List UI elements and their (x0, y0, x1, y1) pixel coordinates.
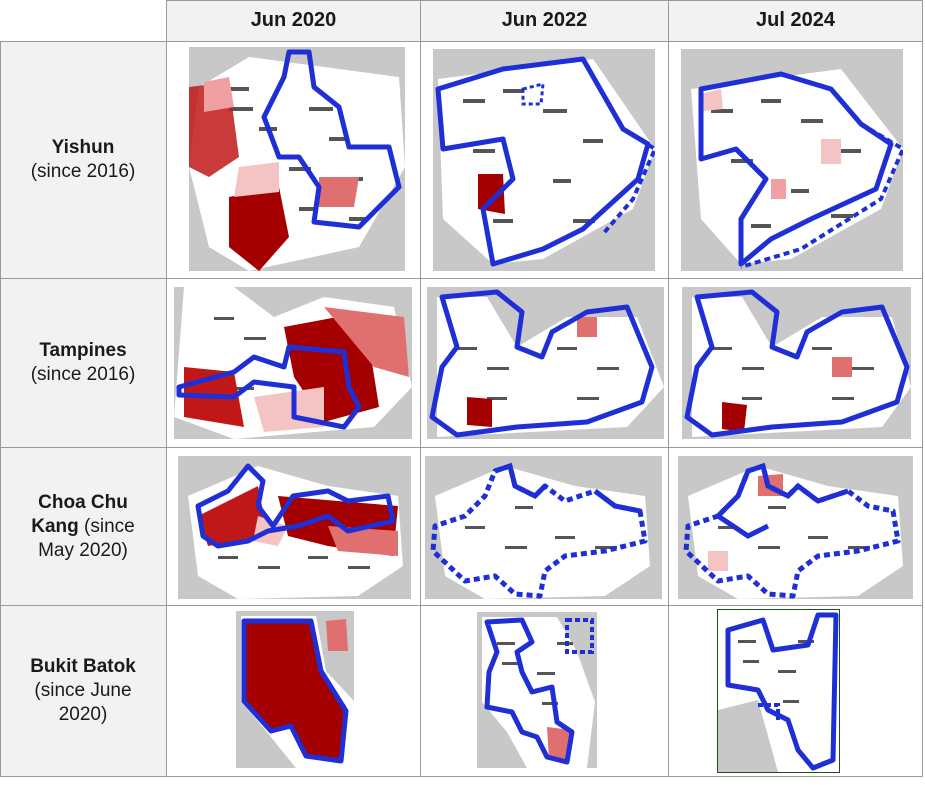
column-header-3: Jul 2024 (669, 0, 922, 41)
column-header-1: Jun 2020 (167, 0, 420, 41)
row-name: Choa Chu Kang (31, 491, 128, 537)
row-header-bukit-batok: Bukit Batok (since June 2020) (0, 606, 166, 776)
row-header-tampines: Tampines (since 2016) (0, 279, 166, 447)
row-name: Yishun (51, 137, 115, 158)
row-name: Bukit Batok (30, 656, 136, 677)
map-choa-chu-kang-jun-2020 (178, 456, 411, 599)
map-choa-chu-kang-jul-2024 (678, 456, 913, 599)
map-tampines-jun-2020 (174, 287, 412, 439)
map-bukit-batok-jun-2022 (477, 612, 597, 768)
map-yishun-jul-2024 (681, 49, 903, 271)
row-since: (since 2016) (30, 161, 136, 182)
map-choa-chu-kang-jun-2022 (425, 456, 662, 599)
row-since: (since May 2020) (38, 515, 135, 561)
row-name: Tampines (39, 340, 127, 361)
map-bukit-batok-jul-2024 (717, 609, 840, 773)
map-tampines-jul-2024 (682, 287, 911, 439)
column-header-2: Jun 2022 (421, 0, 668, 41)
map-yishun-jun-2020 (189, 47, 405, 271)
map-tampines-jun-2022 (427, 287, 664, 439)
map-yishun-jun-2022 (433, 49, 655, 271)
row-since: (since 2016) (30, 364, 136, 385)
row-since: (since June 2020) (34, 680, 132, 725)
row-header-choa-chu-kang: Choa Chu Kang (since May 2020) (0, 448, 166, 605)
map-bukit-batok-jun-2020 (236, 611, 354, 768)
row-header-yishun: Yishun (since 2016) (0, 42, 166, 278)
